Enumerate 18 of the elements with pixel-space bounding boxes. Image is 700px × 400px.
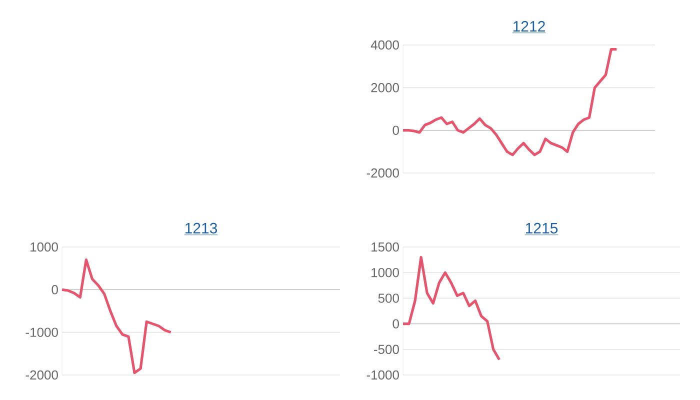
chart-title: 1215 [526, 222, 558, 234]
y-tick-label: 0 [392, 319, 399, 328]
y-tick-label: -500 [374, 344, 399, 354]
y-tick-label: -1000 [26, 328, 58, 337]
y-tick-label: 1500 [372, 242, 399, 252]
line-series [402, 256, 501, 361]
y-tick-label: -2000 [366, 168, 399, 178]
y-tick-label: 500 [378, 294, 399, 303]
y-tick-label: 0 [52, 285, 58, 294]
chart-title: 1213 [185, 222, 218, 234]
y-tick-label: 2000 [371, 83, 399, 92]
chart-title: 1212 [513, 20, 545, 32]
y-tick-label: -2000 [26, 370, 58, 380]
y-tick-label: 1000 [372, 268, 399, 278]
y-tick-label: 4000 [370, 40, 399, 50]
y-tick-label: 0 [392, 126, 399, 135]
y-tick-label: -1000 [366, 370, 399, 380]
y-tick-label: 1000 [30, 242, 58, 252]
